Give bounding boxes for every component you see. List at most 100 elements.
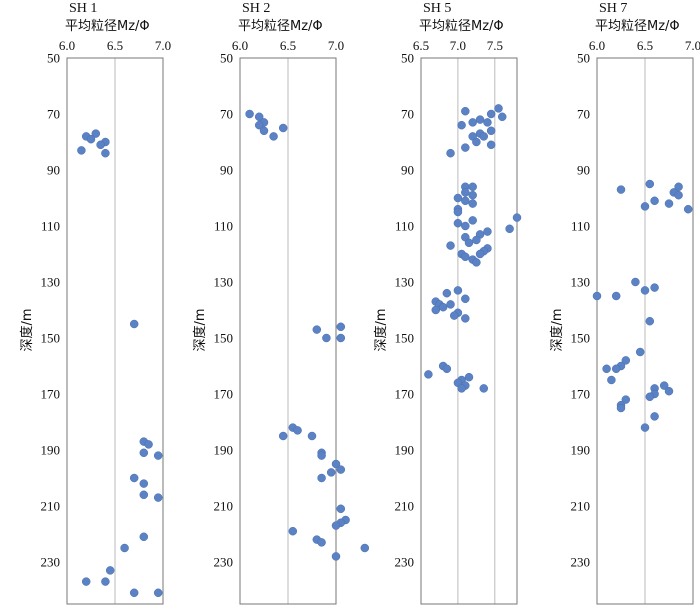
y-tick-label: 130 bbox=[41, 275, 61, 290]
data-point bbox=[483, 227, 492, 236]
data-point bbox=[453, 286, 463, 295]
data-point bbox=[457, 120, 466, 130]
y-tick-label: 170 bbox=[41, 387, 61, 402]
data-point bbox=[659, 381, 669, 390]
plot-frame bbox=[239, 57, 337, 605]
plot-frame bbox=[420, 57, 518, 605]
data-point bbox=[468, 216, 477, 225]
data-point bbox=[512, 213, 522, 222]
data-point bbox=[438, 302, 448, 312]
data-point bbox=[607, 375, 616, 385]
data-point bbox=[77, 146, 86, 155]
data-point bbox=[336, 322, 346, 332]
x-tick-label: 7.0 bbox=[328, 38, 344, 53]
y-tick-label: 230 bbox=[214, 555, 234, 570]
data-point bbox=[442, 364, 452, 374]
data-point bbox=[269, 132, 278, 141]
y-tick-label: 230 bbox=[571, 555, 591, 570]
chart-panel-3: SH 5 平均粒径Mz/Φ 6.5 7.0 7.5 50 70 90 110 130 150 170 1… bbox=[373, 1, 522, 605]
data-point bbox=[101, 148, 110, 158]
y-tick-label: 190 bbox=[214, 443, 234, 458]
data-point bbox=[144, 440, 153, 449]
data-point bbox=[497, 112, 507, 122]
data-point bbox=[449, 311, 459, 320]
data-point bbox=[457, 384, 466, 393]
data-point bbox=[120, 543, 129, 553]
data-point bbox=[331, 552, 341, 561]
data-point bbox=[153, 493, 163, 502]
plot-frame bbox=[596, 57, 694, 605]
chart-panel-4: SH 7 平均粒径Mz/Φ 6.0 6.5 7.0 50 70 90 110 130 150 170 1… bbox=[549, 1, 700, 605]
data-point bbox=[468, 190, 477, 200]
y-tick-label: 230 bbox=[395, 555, 415, 570]
x-tick-label: 7.5 bbox=[487, 38, 503, 53]
data-point bbox=[129, 588, 139, 598]
data-point bbox=[245, 109, 254, 119]
y-tick-label: 210 bbox=[571, 499, 591, 514]
data-point bbox=[360, 543, 370, 553]
data-point bbox=[479, 384, 489, 393]
y-tick-label: 150 bbox=[571, 331, 591, 346]
data-point bbox=[640, 202, 650, 211]
data-point bbox=[424, 370, 433, 379]
x-tick-label: 6.0 bbox=[232, 38, 248, 53]
data-point bbox=[336, 504, 346, 514]
data-point bbox=[431, 305, 441, 315]
data-point bbox=[674, 182, 683, 192]
data-point bbox=[611, 291, 621, 301]
chart-title: SH 2 bbox=[242, 1, 270, 16]
y-tick-label: 130 bbox=[571, 275, 591, 290]
data-point bbox=[461, 294, 470, 304]
x-tick-label: 6.5 bbox=[413, 38, 429, 53]
data-point bbox=[650, 196, 659, 206]
data-point bbox=[81, 577, 91, 586]
data-point bbox=[461, 143, 470, 152]
data-point bbox=[331, 521, 341, 530]
y-tick-label: 170 bbox=[571, 387, 591, 402]
data-point bbox=[602, 364, 611, 374]
y-tick-label: 230 bbox=[41, 555, 61, 570]
data-point bbox=[254, 120, 264, 130]
data-point bbox=[453, 218, 463, 228]
data-point bbox=[640, 286, 650, 295]
data-point bbox=[153, 451, 163, 460]
data-point bbox=[446, 300, 455, 309]
y-tick-label: 110 bbox=[571, 219, 590, 234]
data-point bbox=[259, 126, 269, 136]
data-point bbox=[86, 134, 96, 144]
y-tick-label: 90 bbox=[401, 163, 414, 178]
data-point bbox=[664, 199, 674, 208]
y-axis-label: 深度/m bbox=[373, 308, 389, 351]
data-point bbox=[616, 185, 626, 194]
data-point bbox=[635, 347, 645, 357]
x-tick-label: 7.0 bbox=[155, 38, 171, 53]
data-point bbox=[472, 258, 481, 267]
y-tick-label: 50 bbox=[220, 51, 233, 66]
data-point bbox=[278, 431, 288, 441]
data-point bbox=[486, 126, 496, 136]
data-point bbox=[307, 431, 317, 441]
data-point bbox=[592, 291, 602, 301]
data-point bbox=[464, 238, 474, 248]
data-point bbox=[505, 224, 514, 234]
data-point bbox=[472, 235, 481, 245]
data-point bbox=[293, 426, 302, 435]
x-tick-label: 6.0 bbox=[59, 38, 75, 53]
data-point bbox=[446, 241, 455, 250]
data-point bbox=[468, 199, 477, 208]
chart-panel-2: SH 2 平均粒径Mz/Φ 6.0 6.5 7.0 50 70 90 110 130 150 170 1… bbox=[192, 1, 370, 605]
y-tick-label: 190 bbox=[395, 443, 415, 458]
x-tick-label: 6.5 bbox=[107, 38, 123, 53]
y-tick-label: 130 bbox=[395, 275, 415, 290]
data-point bbox=[621, 395, 631, 404]
data-point bbox=[288, 526, 298, 536]
x-tick-label: 7.0 bbox=[685, 38, 700, 53]
x-tick-label: 6.5 bbox=[637, 38, 653, 53]
data-point bbox=[129, 473, 139, 483]
data-point bbox=[483, 118, 492, 127]
data-point bbox=[91, 129, 101, 138]
data-point bbox=[650, 283, 659, 292]
data-point bbox=[461, 221, 470, 231]
y-tick-label: 70 bbox=[220, 107, 233, 122]
data-point bbox=[650, 412, 659, 421]
